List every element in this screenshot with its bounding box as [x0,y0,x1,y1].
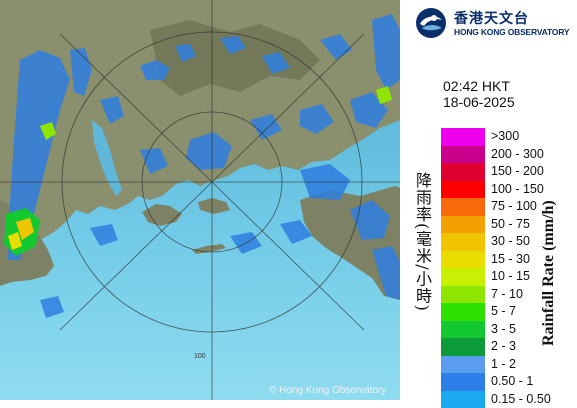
legend-range-label: 30 - 50 [491,234,530,248]
legend-swatch [441,233,485,251]
observation-date: 18-06-2025 [443,94,515,110]
legend-range-label: 1 - 2 [491,357,516,371]
observatory-emblem-icon [414,6,448,40]
observation-time: 02:42 HKT [443,78,510,94]
legend-range-label: 3 - 5 [491,322,516,336]
legend-swatch [441,338,485,356]
legend-swatch [441,251,485,269]
legend-swatch [441,356,485,374]
legend-range-label: 0.15 - 0.50 [491,392,551,406]
legend-range-label: 150 - 200 [491,164,544,178]
brand-name-english: HONG KONG OBSERVATORY [454,27,569,37]
copyright-notice: © Hong Kong Observatory [269,385,386,396]
legend-range-label: 7 - 10 [491,287,523,301]
legend-range-label: 50 - 75 [491,217,530,231]
legend-range-label: 2 - 3 [491,339,516,353]
legend-swatch [441,198,485,216]
legend-range-label: 15 - 30 [491,252,530,266]
legend-range-label: 5 - 7 [491,304,516,318]
legend-swatch [441,128,485,146]
legend-title-english: Rainfall Rate (mm/h) [540,166,564,380]
brand-name-chinese: 香港天文台 [454,8,529,28]
radar-map: 100 © Hong Kong Observatory [0,0,400,400]
observatory-logo: 香港天文台 HONG KONG OBSERVATORY [414,6,574,38]
legend-swatch [441,163,485,181]
range-ring-label: 100 [194,353,206,360]
legend-swatch [441,321,485,339]
legend-swatch [441,391,485,408]
legend-swatch [441,146,485,164]
radar-map-canvas: 100 [0,0,400,400]
legend-title-chinese: 降雨率(毫米/小時) [410,172,434,312]
legend-range-label: 200 - 300 [491,147,544,161]
legend-swatch [441,181,485,199]
legend-swatch [441,373,485,391]
info-panel: 香港天文台 HONG KONG OBSERVATORY 02:42 HKT 18… [400,0,577,400]
legend-range-label: 100 - 150 [491,182,544,196]
legend-range-label: 75 - 100 [491,199,537,213]
legend-range-label: 10 - 15 [491,269,530,283]
legend-swatch [441,216,485,234]
legend-range-label: 0.50 - 1 [491,374,533,388]
legend-range-label: >300 [491,129,519,143]
legend-swatch [441,303,485,321]
legend-swatch [441,286,485,304]
legend-swatch [441,268,485,286]
